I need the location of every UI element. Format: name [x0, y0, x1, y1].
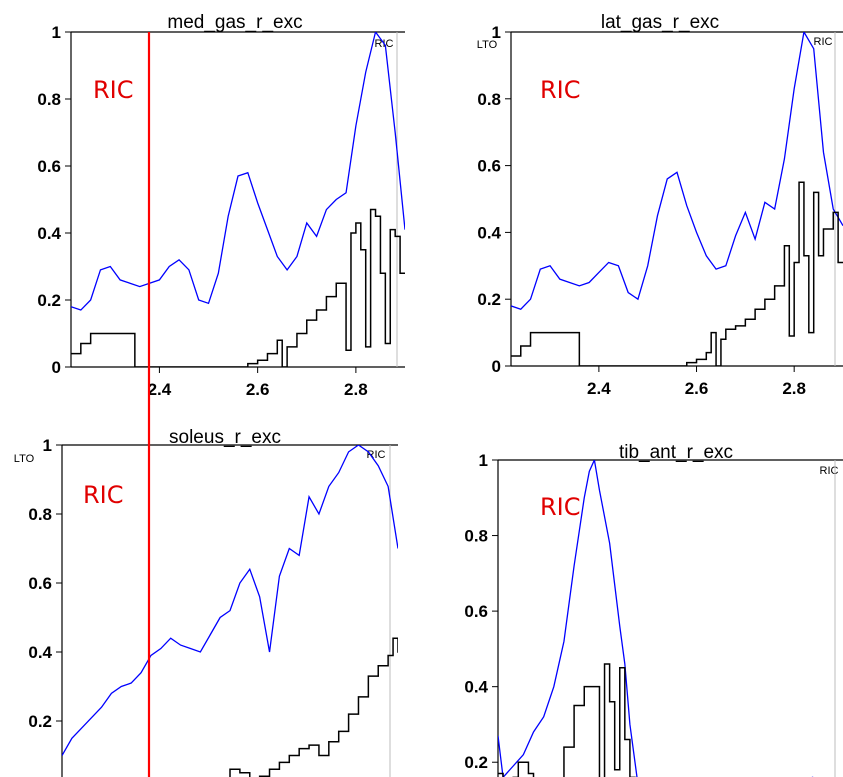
- chart-title: soleus_r_exc: [169, 427, 281, 448]
- x-tick-label: 2.4: [587, 379, 611, 398]
- ric-annotation: RIC: [540, 76, 581, 104]
- excitation-line-series: [71, 32, 405, 311]
- y-tick-label: 1: [43, 436, 52, 455]
- activation-step-series: [511, 181, 843, 366]
- corner-label-ric: RIC: [814, 36, 833, 48]
- ric-annotation: RIC: [540, 493, 581, 521]
- y-tick-label: 0.6: [477, 157, 501, 176]
- y-tick-label: 0.8: [28, 505, 52, 524]
- corner-label-ric: RIC: [367, 449, 386, 461]
- y-tick-label: 0.2: [37, 291, 61, 310]
- chart-title: lat_gas_r_exc: [601, 12, 719, 33]
- y-tick-label: 0.4: [464, 678, 488, 697]
- y-tick-label: 0.8: [477, 90, 501, 109]
- corner-label-lto: LTO: [477, 39, 498, 51]
- activation-step-series: [229, 637, 398, 777]
- y-tick-label: 0.2: [28, 712, 52, 731]
- chart-title: tib_ant_r_exc: [619, 442, 733, 463]
- excitation-line-series: [511, 32, 843, 310]
- y-tick-label: 0: [52, 358, 61, 377]
- y-tick-label: 0.8: [464, 527, 488, 546]
- y-tick-label: 0.4: [477, 223, 501, 242]
- y-tick-label: 0.6: [37, 157, 61, 176]
- y-tick-label: 1: [52, 23, 61, 42]
- activation-step-series: [71, 208, 405, 367]
- x-tick-label: 2.6: [246, 380, 270, 399]
- activation-step-series: [498, 663, 636, 777]
- x-tick-label: 2.8: [344, 380, 368, 399]
- y-tick-label: 0.4: [37, 224, 61, 243]
- y-tick-label: 0.6: [464, 602, 488, 621]
- chart-title: med_gas_r_exc: [167, 12, 302, 33]
- corner-label-ric: RIC: [820, 465, 839, 477]
- axes-frame: [61, 444, 398, 777]
- y-tick-label: 1: [492, 23, 501, 42]
- corner-label-lto: LTO: [14, 453, 35, 465]
- y-tick-label: 0.4: [28, 643, 52, 662]
- chart-panel-soleus: soleus_r_exc RIC LTO RIC 0.2 0.4 0.6 0.8 1: [14, 427, 398, 777]
- excitation-line-series: [498, 460, 814, 777]
- x-tick-label: 2.8: [782, 379, 806, 398]
- y-tick-label: 0: [492, 357, 501, 376]
- axes-frame: [497, 459, 843, 777]
- chart-panel-lat-gas: lat_gas_r_exc RIC LTO RIC 0 0.2 0.4 0.6 0.8 1…: [477, 12, 843, 398]
- excitation-line-series: [62, 445, 398, 756]
- y-tick-label: 0.6: [28, 574, 52, 593]
- x-tick-label: 2.6: [685, 379, 709, 398]
- y-tick-label: 1: [479, 451, 488, 470]
- ric-annotation: RIC: [93, 76, 134, 104]
- ric-annotation: RIC: [83, 481, 124, 509]
- y-tick-label: 0.8: [37, 90, 61, 109]
- x-tick-label: 2.4: [148, 380, 172, 399]
- chart-panel-tib-ant: tib_ant_r_exc RIC RIC 0.2 0.4 0.6 0.8 1: [464, 442, 843, 777]
- chart-panel-med-gas: med_gas_r_exc RIC RIC 00.20.40.60.812.4 2…: [37, 12, 405, 399]
- y-tick-label: 0.2: [477, 290, 501, 309]
- y-tick-label: 0.2: [464, 753, 488, 772]
